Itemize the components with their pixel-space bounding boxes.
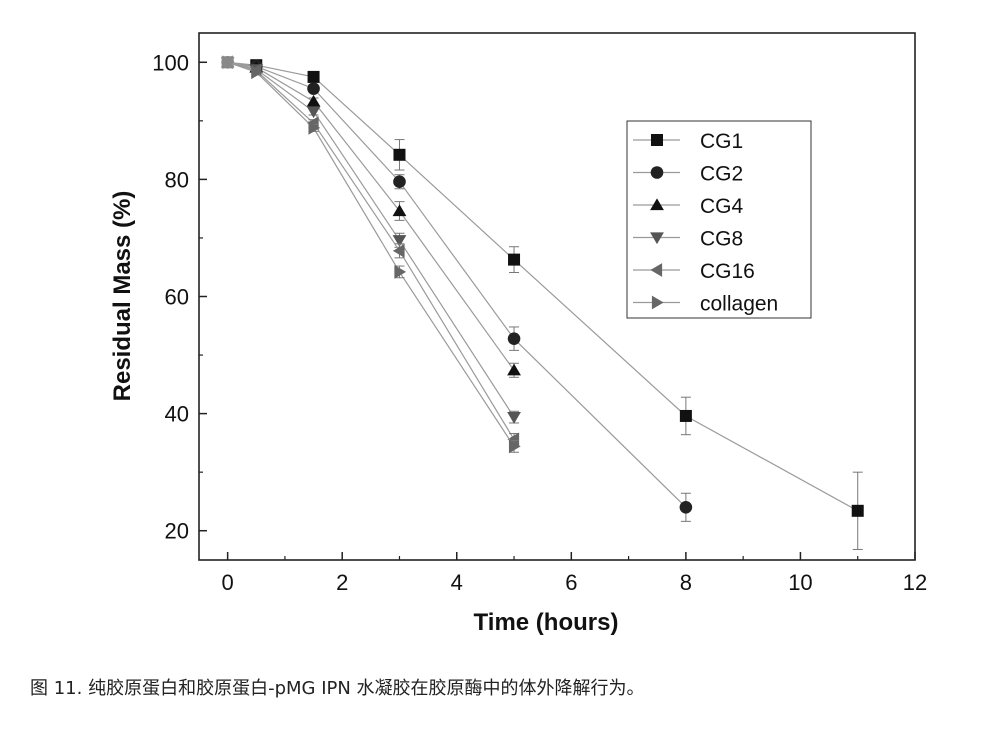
x-tick-label: 4 bbox=[451, 570, 463, 595]
legend-label: CG1 bbox=[700, 130, 743, 153]
data-point bbox=[393, 148, 406, 161]
legend-marker bbox=[650, 198, 664, 211]
legend-label: CG4 bbox=[700, 195, 744, 218]
series-line bbox=[227, 61, 515, 440]
figure-caption: 图 11. 纯胶原蛋白和胶原蛋白-pMG IPN 水凝胶在胶原酶中的体外降解行为… bbox=[30, 678, 645, 699]
x-axis-title: Time (hours) bbox=[474, 609, 619, 636]
data-point bbox=[392, 243, 405, 258]
data-point bbox=[851, 504, 864, 517]
legend-label: CG8 bbox=[700, 228, 743, 251]
data-point bbox=[306, 94, 321, 107]
y-tick-label: 20 bbox=[165, 519, 189, 544]
x-tick-label: 10 bbox=[788, 570, 812, 595]
data-point bbox=[508, 439, 521, 454]
data-point bbox=[507, 363, 521, 376]
data-point bbox=[679, 501, 693, 514]
series-cg16 bbox=[221, 55, 520, 447]
data-point bbox=[508, 253, 521, 266]
x-tick-label: 2 bbox=[336, 570, 348, 595]
legend-label: CG2 bbox=[700, 163, 743, 186]
series-layer bbox=[220, 55, 864, 550]
x-tick-label: 12 bbox=[903, 570, 927, 595]
y-tick-label: 80 bbox=[165, 167, 189, 192]
legend-marker bbox=[650, 232, 664, 245]
data-point bbox=[392, 204, 407, 217]
series-cg8 bbox=[220, 57, 521, 424]
x-tick-label: 0 bbox=[222, 570, 234, 595]
series-line bbox=[227, 61, 515, 447]
data-point bbox=[306, 106, 321, 119]
data-point bbox=[307, 82, 320, 95]
y-tick-label: 40 bbox=[165, 402, 189, 427]
y-axis-title: Residual Mass (%) bbox=[109, 191, 136, 402]
data-point bbox=[507, 432, 520, 447]
axis-layer: 0 2 4 6 8 10 12 20 40 60 80 100 bbox=[152, 50, 927, 595]
series-cg2 bbox=[221, 55, 693, 522]
series-cg4 bbox=[220, 55, 521, 378]
y-tick-label: 60 bbox=[165, 285, 189, 310]
data-point bbox=[307, 70, 320, 83]
data-point bbox=[679, 409, 692, 422]
data-point bbox=[507, 332, 521, 345]
data-point bbox=[392, 235, 407, 247]
data-point bbox=[393, 175, 406, 189]
data-point bbox=[251, 65, 263, 80]
series-line bbox=[227, 61, 515, 371]
legend-label: collagen bbox=[700, 293, 778, 316]
legend: CG1 CG2 CG4 CG8 CG16 collagen bbox=[626, 120, 812, 319]
data-point bbox=[222, 55, 235, 70]
legend-marker bbox=[651, 134, 663, 146]
data-point bbox=[308, 120, 321, 135]
legend-marker bbox=[650, 166, 664, 179]
series-line bbox=[227, 61, 515, 418]
legend-marker bbox=[651, 295, 664, 310]
series-line bbox=[227, 61, 687, 508]
x-tick-label: 6 bbox=[565, 570, 577, 595]
data-point bbox=[394, 265, 407, 279]
series-collagen bbox=[222, 55, 521, 454]
legend-marker bbox=[650, 263, 663, 277]
x-tick-label: 8 bbox=[680, 570, 692, 595]
legend-box bbox=[626, 120, 812, 319]
legend-label: CG16 bbox=[700, 260, 755, 283]
y-tick-label: 100 bbox=[152, 50, 189, 75]
residual-mass-chart: 0 2 4 6 8 10 12 20 40 60 80 100 Time (hours) Residu… bbox=[109, 32, 927, 636]
data-point bbox=[507, 412, 521, 424]
